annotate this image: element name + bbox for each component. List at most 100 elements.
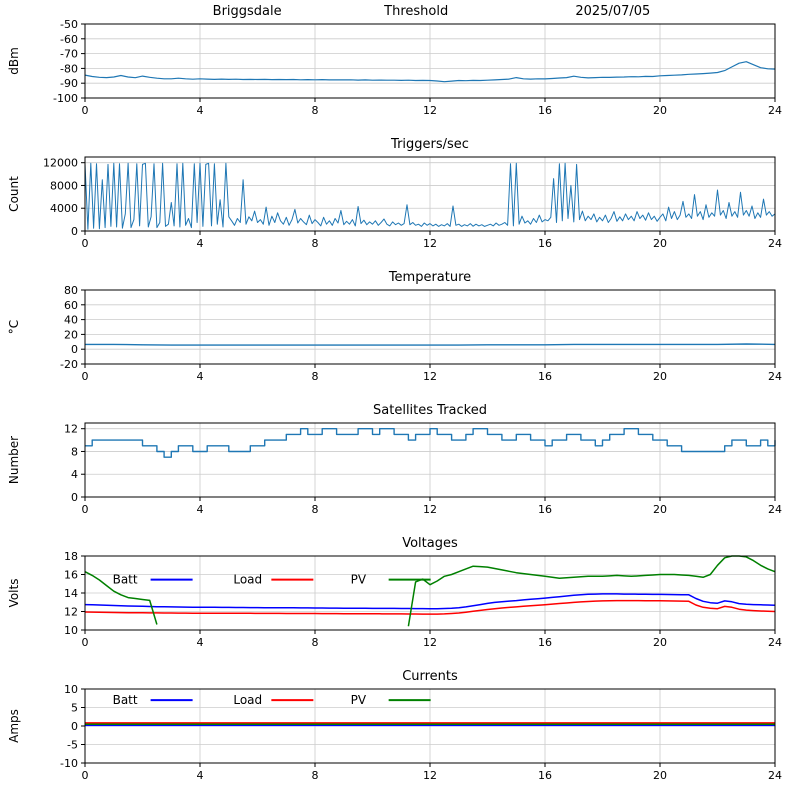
y-axis-label: Amps <box>7 709 21 743</box>
y-tick-label: 12000 <box>43 157 78 170</box>
legend-label-pv: PV <box>351 573 367 587</box>
y-tick-label: 10 <box>64 683 78 696</box>
y-tick-label: 8 <box>71 445 78 458</box>
legend-label-pv: PV <box>351 693 367 707</box>
x-tick-label: 4 <box>197 636 204 649</box>
series-rssi <box>84 61 776 83</box>
chart-triggers: 0 4 8 12 16 20 24 0 4000 8000 12000 Triggers/sec Cou… <box>0 133 800 266</box>
chart-title: Briggsdale <box>213 4 282 19</box>
x-tick-label: 20 <box>653 769 667 782</box>
series-pv <box>84 555 776 627</box>
chart-svg-satellites: 0 4 8 12 16 20 24 0 4 8 12 Satellites Tracked Number <box>7 403 782 516</box>
y-tick-label: 0 <box>71 720 78 733</box>
y-tick-label: 10 <box>64 624 78 637</box>
y-tick-label: -5 <box>67 739 78 752</box>
series-load <box>84 599 776 615</box>
chart-svg-currents: 0 4 8 12 16 20 24 -10 -5 0 5 10 Currents Amps Batt Load… <box>7 669 782 782</box>
chart-voltages: 0 4 8 12 16 20 24 10 12 14 16 18 Voltages Volts Batt Lo… <box>0 532 800 665</box>
x-tick-label: 0 <box>82 503 89 516</box>
y-tick-label: 0 <box>71 343 78 356</box>
y-tick-label: 12 <box>64 423 78 436</box>
series-satellites <box>85 428 776 458</box>
y-tick-label: -50 <box>60 18 78 31</box>
legend-label-batt: Batt <box>113 693 138 707</box>
x-tick-label: 20 <box>653 636 667 649</box>
x-tick-label: 0 <box>82 769 89 782</box>
x-tick-label: 12 <box>423 636 437 649</box>
y-axis-label: Count <box>7 176 21 212</box>
y-tick-label: 60 <box>64 299 78 312</box>
x-tick-label: 20 <box>653 237 667 250</box>
x-tick-label: 16 <box>538 636 552 649</box>
y-axis-label: Number <box>7 436 21 484</box>
chart-title: Triggers/sec <box>390 137 469 152</box>
x-tick-label: 12 <box>423 370 437 383</box>
x-tick-label: 4 <box>197 769 204 782</box>
chart-title: 2025/07/05 <box>575 4 650 19</box>
chart-title: Currents <box>402 669 458 684</box>
x-tick-label: 8 <box>312 636 319 649</box>
chart-title: Temperature <box>388 270 471 285</box>
legend-label-load: Load <box>233 693 262 707</box>
chart-svg-voltages: 0 4 8 12 16 20 24 10 12 14 16 18 Voltages Volts Batt Lo… <box>7 536 782 649</box>
x-tick-label: 0 <box>82 104 89 117</box>
y-tick-label: 80 <box>64 284 78 297</box>
y-tick-label: 14 <box>64 587 78 600</box>
x-tick-label: 16 <box>538 104 552 117</box>
x-tick-label: 20 <box>653 503 667 516</box>
x-tick-label: 0 <box>82 636 89 649</box>
chart-title: Satellites Tracked <box>373 403 487 418</box>
chart-currents: 0 4 8 12 16 20 24 -10 -5 0 5 10 Currents Amps Batt Load… <box>0 665 800 798</box>
y-tick-label: 20 <box>64 328 78 341</box>
y-tick-label: -80 <box>60 62 78 75</box>
chart-svg-rssi: 0 4 8 12 16 20 24 -100 -90 -80-70 -60 -50 Briggsdale… <box>7 4 782 117</box>
x-tick-label: 8 <box>312 503 319 516</box>
x-tick-label: 0 <box>82 370 89 383</box>
x-tick-label: 20 <box>653 370 667 383</box>
x-tick-label: 24 <box>768 636 782 649</box>
x-tick-label: 4 <box>197 104 204 117</box>
y-tick-label: -10 <box>60 757 78 770</box>
x-tick-label: 0 <box>82 237 89 250</box>
x-tick-label: 12 <box>423 503 437 516</box>
y-tick-label: 12 <box>64 606 78 619</box>
chart-title: Threshold <box>383 4 448 19</box>
y-axis-label: Volts <box>7 579 21 608</box>
y-tick-label: 4 <box>71 468 78 481</box>
x-tick-label: 4 <box>197 503 204 516</box>
chart-title: Voltages <box>402 536 458 551</box>
x-tick-label: 24 <box>768 503 782 516</box>
y-tick-label: 0 <box>71 491 78 504</box>
x-tick-label: 8 <box>312 237 319 250</box>
x-tick-label: 20 <box>653 104 667 117</box>
y-axis-label: dBm <box>7 47 21 75</box>
x-tick-label: 12 <box>423 237 437 250</box>
y-axis-label: °C <box>7 320 21 334</box>
x-tick-label: 4 <box>197 370 204 383</box>
x-tick-label: 12 <box>423 769 437 782</box>
y-tick-label: 5 <box>71 702 78 715</box>
y-tick-label: -100 <box>53 92 78 105</box>
x-tick-label: 16 <box>538 370 552 383</box>
chart-svg-triggers: 0 4 8 12 16 20 24 0 4000 8000 12000 Triggers/sec Cou… <box>7 137 782 250</box>
y-tick-label: 18 <box>64 550 78 563</box>
series-triggers <box>84 162 776 230</box>
series-temperature <box>85 343 776 346</box>
series-batt <box>84 593 776 610</box>
x-tick-label: 16 <box>538 769 552 782</box>
x-tick-label: 4 <box>197 237 204 250</box>
y-tick-label: 8000 <box>50 179 78 192</box>
y-tick-label: 16 <box>64 569 78 582</box>
x-tick-label: 24 <box>768 370 782 383</box>
chart-temperature: 0 4 8 12 16 20 24 -20 0 20 40 60 80 Temperature °C <box>0 266 800 399</box>
x-tick-label: 24 <box>768 104 782 117</box>
y-tick-label: -20 <box>60 358 78 371</box>
x-tick-label: 12 <box>423 104 437 117</box>
chart-rssi: 0 4 8 12 16 20 24 -100 -90 -80 -70 -60 -50 Briggsdale… <box>0 0 800 133</box>
x-tick-label: 24 <box>768 769 782 782</box>
y-tick-label: -90 <box>60 77 78 90</box>
y-tick-label: 40 <box>64 314 78 327</box>
y-tick-label: 4000 <box>50 202 78 215</box>
